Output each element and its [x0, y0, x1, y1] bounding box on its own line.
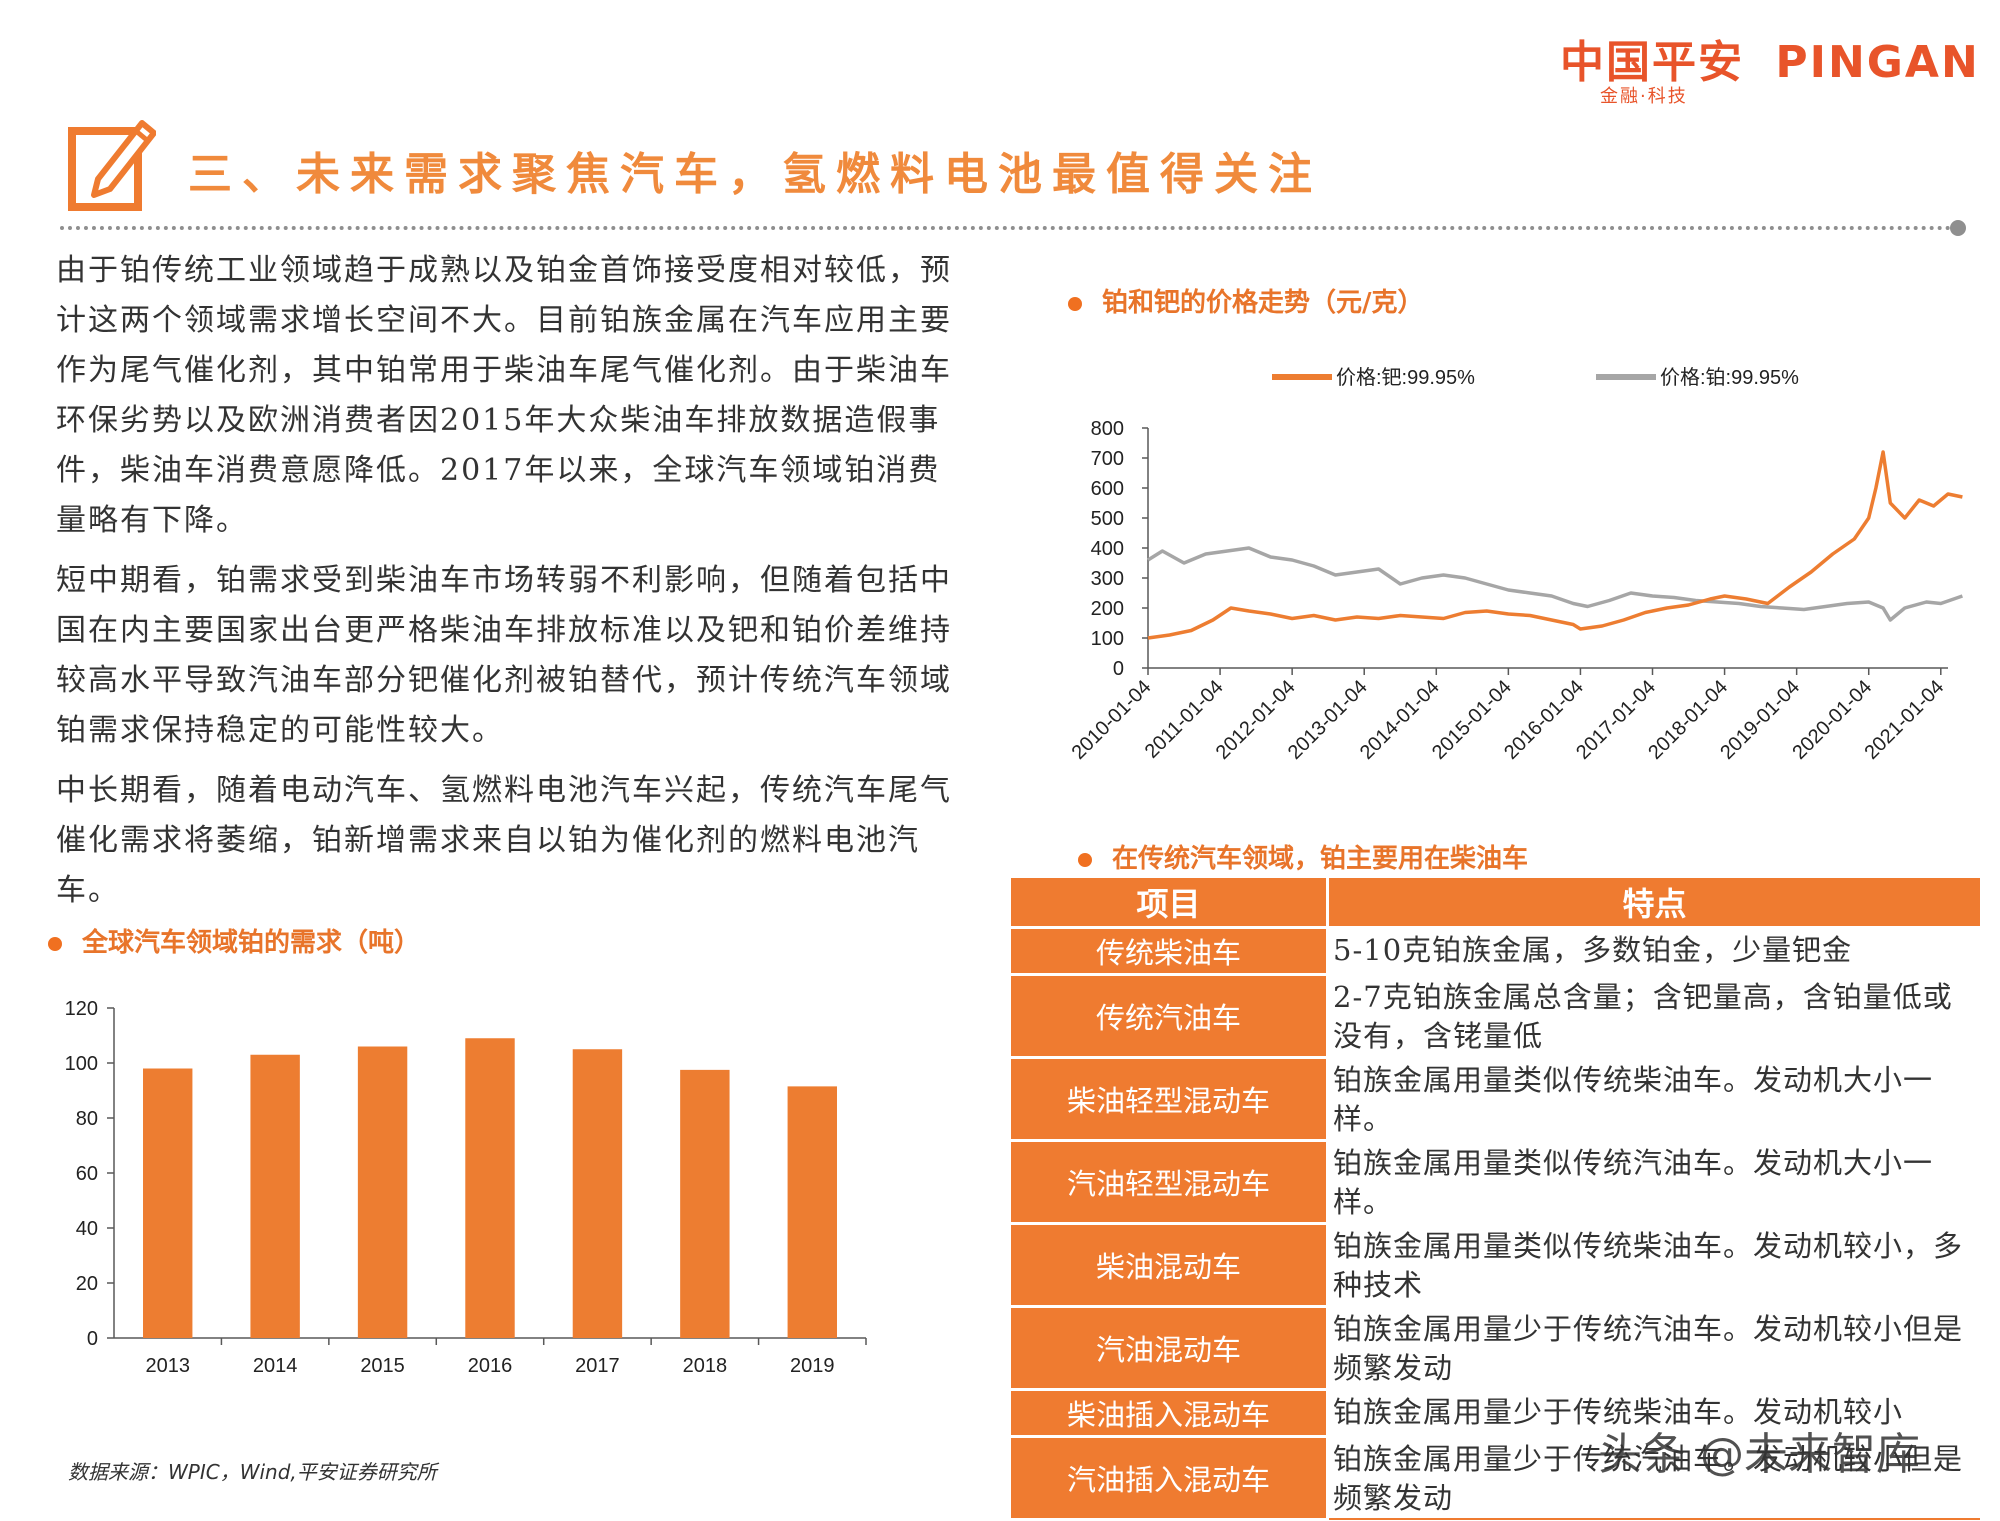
line-chart: 价格:钯:99.95% 价格:铂:99.95% 0 100 200 300 400 500 60… — [1068, 366, 1963, 764]
logo-tagline: 金融·科技 — [1600, 86, 1688, 107]
x-tick-label: 2017 — [575, 1355, 620, 1377]
cell-item: 柴油插入混动车 — [1008, 1388, 1329, 1438]
bar — [572, 1049, 623, 1338]
y-tick-label: 40 — [76, 1218, 98, 1240]
logo-cn: 中国平安 — [1560, 37, 1744, 88]
bar — [250, 1054, 300, 1338]
series-line — [1147, 450, 1963, 640]
x-tick-label: 2016 — [468, 1355, 513, 1377]
y-tick-label: 60 — [76, 1163, 98, 1185]
y-tick-label: 120 — [65, 998, 98, 1020]
cell-item: 柴油混动车 — [1008, 1222, 1329, 1308]
bar — [357, 1046, 408, 1338]
y-tick-label: 200 — [1091, 598, 1124, 620]
section-title: 全球汽车领域铂的需求（吨） — [82, 928, 421, 958]
logo-en: PINGAN — [1775, 37, 1980, 88]
header-feature: 特点 — [1326, 875, 1983, 929]
divider-end-dot — [1950, 220, 1966, 236]
y-tick-label: 0 — [87, 1328, 98, 1350]
pingan-logo: 中国平安 PINGAN — [1560, 26, 1980, 90]
cell-feature: 铂族金属用量类似传统汽油车。发动机大小一样。 — [1326, 1139, 1983, 1225]
cell-feature: 铂族金属用量少于传统柴油车。发动机较小 — [1326, 1388, 1983, 1438]
table-row: 传统汽油车 2-7克铂族金属总含量；含钯量高，含铂量低或没有，含铑量低 — [1008, 973, 1983, 1059]
cell-item: 汽油混动车 — [1008, 1305, 1329, 1391]
legend-label: 价格:钯:99.95% — [1336, 366, 1475, 389]
paragraph: 短中期看，铂需求受到柴油车市场转弱不利影响，但随着包括中国在内主要国家出台更严格… — [56, 563, 952, 748]
section-heading-line: 铂和钯的价格走势（元/克） — [1068, 282, 1424, 319]
table-row: 柴油插入混动车 铂族金属用量少于传统柴油车。发动机较小 — [1008, 1388, 1983, 1438]
header-item: 项目 — [1008, 875, 1329, 929]
y-tick-label: 100 — [1091, 628, 1124, 650]
y-tick-label: 700 — [1091, 448, 1124, 470]
x-tick-label: 2010-01-04 — [1068, 676, 1156, 764]
cell-item: 传统汽油车 — [1008, 973, 1329, 1059]
bullet-dot — [48, 937, 62, 951]
cell-item: 柴油轻型混动车 — [1008, 1056, 1329, 1142]
y-tick-label: 0 — [1113, 658, 1124, 680]
bar-chart: 0 20 40 60 80 100 120 2013 2014 2015 2016 2017 2018 2… — [65, 998, 867, 1377]
y-tick-label: 100 — [65, 1053, 98, 1075]
pencil-edit-icon — [68, 120, 156, 211]
section-title: 铂和钯的价格走势（元/克） — [1102, 288, 1424, 318]
y-tick-label: 80 — [76, 1108, 98, 1130]
y-tick-label: 800 — [1091, 418, 1124, 440]
cell-feature: 铂族金属用量类似传统柴油车。发动机较小，多种技术 — [1326, 1222, 1983, 1308]
cell-item: 汽油插入混动车 — [1008, 1435, 1329, 1521]
section-heading-bar: 全球汽车领域铂的需求（吨） — [48, 922, 420, 959]
features-table: 项目 特点 传统柴油车 5-10克铂族金属，多数铂金，少量钯金 传统汽油车 2-… — [1008, 875, 1983, 1521]
cell-item: 传统柴油车 — [1008, 926, 1329, 976]
series-line — [1147, 546, 1963, 622]
x-tick-label: 2013 — [145, 1355, 190, 1377]
cell-item: 汽油轻型混动车 — [1008, 1139, 1329, 1225]
paragraph: 中长期看，随着电动汽车、氢燃料电池汽车兴起，传统汽车尾气催化需求将萎缩，铂新增需… — [56, 773, 952, 908]
y-tick-label: 300 — [1091, 568, 1124, 590]
cell-feature: 铂族金属用量类似传统柴油车。发动机大小一样。 — [1326, 1056, 1983, 1142]
table-row: 汽油轻型混动车 铂族金属用量类似传统汽油车。发动机大小一样。 — [1008, 1139, 1983, 1225]
bullet-dot — [1078, 853, 1092, 867]
table-row: 柴油混动车 铂族金属用量类似传统柴油车。发动机较小，多种技术 — [1008, 1222, 1983, 1308]
bar — [680, 1069, 730, 1338]
cell-feature: 铂族金属用量少于传统汽油车。发动机较小但是频繁发动 — [1326, 1305, 1983, 1391]
paragraph: 由于铂传统工业领域趋于成熟以及铂金首饰接受度相对较低，预计这两个领域需求增长空间… — [56, 253, 952, 538]
watermark: 头条 @未来智库 — [1598, 1429, 1920, 1480]
x-tick-label: 2014 — [253, 1355, 298, 1377]
y-tick-label: 20 — [76, 1273, 98, 1295]
y-tick-label: 400 — [1091, 538, 1124, 560]
table-row: 柴油轻型混动车 铂族金属用量类似传统柴油车。发动机大小一样。 — [1008, 1056, 1983, 1142]
bullet-dot — [1068, 297, 1082, 311]
table-row: 传统柴油车 5-10克铂族金属，多数铂金，少量钯金 — [1008, 926, 1983, 976]
data-source: 数据来源：WPIC，Wind,平安证券研究所 — [68, 1460, 437, 1484]
section-heading-table: 在传统汽车领域，铂主要用在柴油车 — [1078, 838, 1528, 875]
cell-feature: 2-7克铂族金属总含量；含钯量高，含铂量低或没有，含铑量低 — [1326, 973, 1983, 1059]
x-tick-label: 2019 — [790, 1355, 835, 1377]
x-tick-label: 2018 — [683, 1355, 728, 1377]
legend-label: 价格:铂:99.95% — [1660, 366, 1799, 389]
section-title: 在传统汽车领域，铂主要用在柴油车 — [1112, 844, 1529, 874]
bar — [143, 1068, 193, 1338]
cell-feature: 5-10克铂族金属，多数铂金，少量钯金 — [1326, 926, 1983, 976]
body-text: 由于铂传统工业领域趋于成熟以及铂金首饰接受度相对较低，预计这两个领域需求增长空间… — [56, 246, 966, 926]
table-header-row: 项目 特点 — [1008, 875, 1983, 929]
y-tick-label: 600 — [1091, 478, 1124, 500]
x-tick-label: 2015 — [360, 1355, 405, 1377]
title-divider — [60, 226, 1960, 230]
table-row: 汽油混动车 铂族金属用量少于传统汽油车。发动机较小但是频繁发动 — [1008, 1305, 1983, 1391]
page-title: 三、未来需求聚焦汽车，氢燃料电池最值得关注 — [188, 149, 1322, 200]
bar — [787, 1086, 837, 1338]
y-tick-label: 500 — [1091, 508, 1124, 530]
bar — [465, 1038, 515, 1338]
